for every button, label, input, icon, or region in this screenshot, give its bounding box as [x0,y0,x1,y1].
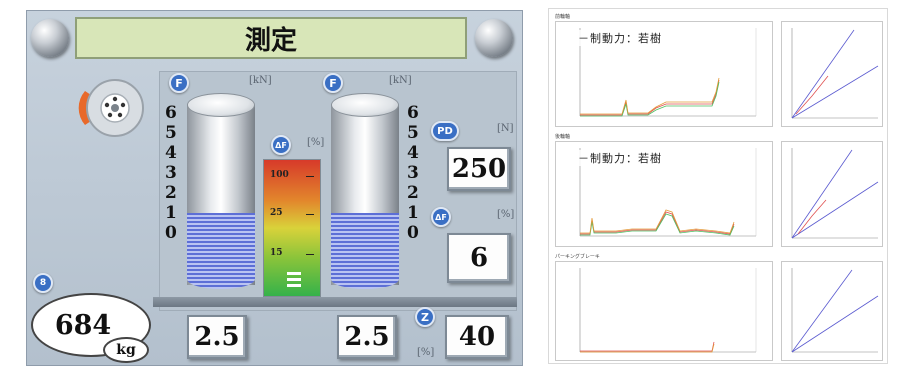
force-left-scale: 6 5 4 3 2 1 0 [165,103,177,243]
scale-tick-label: 3 [407,163,419,183]
scale-tick-label: 0 [407,223,419,243]
brake-tester-panel: 測定 F [kN] 6 5 4 3 2 1 0 ΔF [26,10,523,366]
ratio-chart-front [781,21,883,127]
section-title: 後輪軸 [555,134,571,140]
scale-tick-label: 1 [407,203,419,223]
force-left-unit: [kN] [249,75,272,86]
gauge-label-15: 15 [270,248,283,258]
z-unit: [%] [417,347,435,358]
gauge-label-100: 100 [270,170,289,180]
z-badge: Z [415,307,435,327]
section-title: パーキングブレーキ [555,254,600,260]
pd-unit: [N] [497,123,514,134]
force-left-value: 2.5 [187,315,247,359]
delta-f-gauge: 100 25 15 [263,159,321,297]
force-right-value: 2.5 [337,315,397,359]
time-chart-front: －制動力：若樹 [555,21,773,127]
delta-f-badge: ΔF [431,207,451,227]
trace-plot [579,28,757,117]
brake-test-report: 前輪軸 －制動力：若樹 後輪軸 [548,8,888,364]
scale-tick-label: 6 [407,103,419,123]
wheel-brake-icon [78,79,144,137]
scale-tick-label: 1 [165,203,177,223]
force-left-badge: F [169,73,189,93]
scale-tick-label: 5 [407,123,419,143]
scale-tick-label: 0 [165,223,177,243]
screen-title: 測定 [75,17,467,59]
force-right-cylinder [331,93,399,297]
z-value: 40 [445,315,509,359]
scale-tick-label: 2 [165,183,177,203]
gauge-label-25: 25 [270,208,283,218]
delta-f-unit: [%] [497,209,515,220]
pd-value: 250 [447,147,511,191]
pd-badge: PD [431,121,459,141]
time-chart-parking [555,261,773,361]
scale-tick-label: 3 [165,163,177,183]
chart-overlay-label: －制動力：若樹 [578,150,662,166]
scale-tick-label: 6 [165,103,177,123]
scale-tick-label: 2 [407,183,419,203]
force-right-unit: [kN] [389,75,412,86]
ratio-chart-parking [781,261,883,361]
force-right-badge: F [323,73,343,93]
ratio-chart-rear [781,141,883,247]
left-knob-icon[interactable] [31,19,69,57]
chart-overlay-label: －制動力：若樹 [578,30,662,46]
floor-bar [153,297,517,307]
section-title: 前輪軸 [555,14,571,20]
right-knob-icon[interactable] [475,19,513,57]
delta-f-gauge-badge: ΔF [271,135,291,155]
force-right-scale: 6 5 4 3 2 1 0 [407,103,419,243]
trace-plot [579,268,757,353]
delta-f-value: 6 [447,233,511,283]
ratio-plot [791,28,879,119]
ratio-plot [791,268,879,353]
scale-tick-label: 4 [407,143,419,163]
scale-tick-label: 5 [165,123,177,143]
ratio-plot [791,148,879,239]
delta-f-gauge-unit: [%] [307,137,325,148]
force-left-cylinder [187,93,255,297]
weight-badge: 8 [33,273,53,293]
scale-tick-label: 4 [165,143,177,163]
time-chart-rear: －制動力：若樹 [555,141,773,247]
trace-plot [579,148,757,237]
weight-unit: kg [103,337,149,363]
